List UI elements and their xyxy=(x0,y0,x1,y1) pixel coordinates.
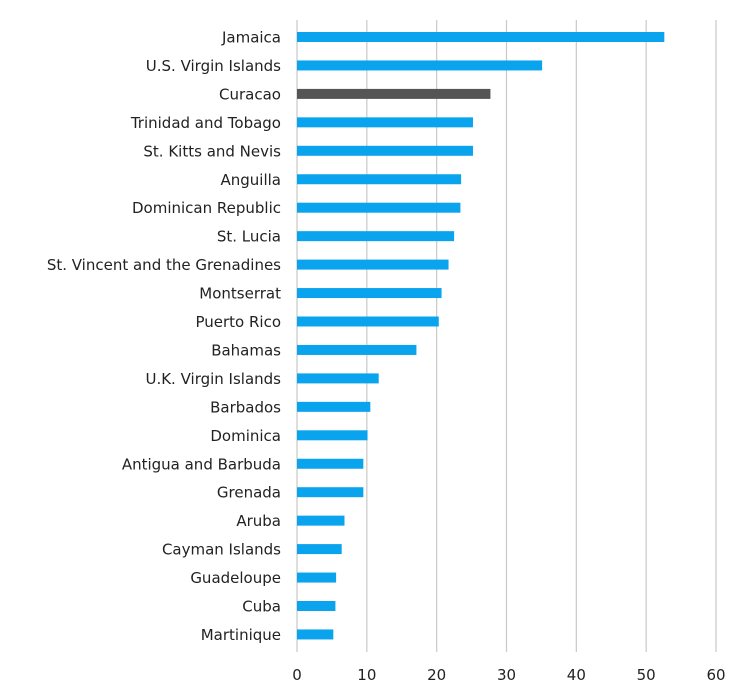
x-tick-label-30: 30 xyxy=(497,666,516,684)
bar-dominican-republic xyxy=(297,202,461,213)
bar-st-vincent-and-the-grenadines xyxy=(297,259,449,270)
bar-martinique xyxy=(297,629,334,640)
bar-anguilla xyxy=(297,174,462,185)
x-tick-label-60: 60 xyxy=(706,666,725,684)
category-label-dominica: Dominica xyxy=(210,427,281,445)
category-label-st-kitts-and-nevis: St. Kitts and Nevis xyxy=(143,142,281,160)
bar-trinidad-and-tobago xyxy=(297,117,473,128)
category-label-barbados: Barbados xyxy=(210,398,281,416)
category-label-puerto-rico: Puerto Rico xyxy=(195,313,281,331)
bars xyxy=(297,32,665,640)
category-label-cuba: Cuba xyxy=(242,598,281,616)
bar-puerto-rico xyxy=(297,316,439,327)
bar-u-s-virgin-islands xyxy=(297,60,543,71)
category-label-u-k-virgin-islands: U.K. Virgin Islands xyxy=(145,370,281,388)
category-label-st-lucia: St. Lucia xyxy=(217,228,281,246)
category-label-antigua-and-barbuda: Antigua and Barbuda xyxy=(122,455,281,473)
bar-cayman-islands xyxy=(297,544,342,555)
bar-guadeloupe xyxy=(297,572,337,583)
gridlines xyxy=(296,20,717,652)
category-label-guadeloupe: Guadeloupe xyxy=(190,569,281,587)
category-label-martinique: Martinique xyxy=(201,626,281,644)
bar-curacao xyxy=(297,88,491,99)
x-tick-label-0: 0 xyxy=(292,666,302,684)
category-label-curacao: Curacao xyxy=(219,85,281,103)
category-label-montserrat: Montserrat xyxy=(199,285,281,303)
x-tick-label-50: 50 xyxy=(637,666,656,684)
bar-barbados xyxy=(297,401,371,412)
category-label-st-vincent-and-the-grenadines: St. Vincent and the Grenadines xyxy=(47,256,281,274)
x-tick-label-10: 10 xyxy=(357,666,376,684)
category-label-u-s-virgin-islands: U.S. Virgin Islands xyxy=(146,57,281,75)
bar-bahamas xyxy=(297,344,417,355)
bar-cuba xyxy=(297,601,336,611)
category-label-bahamas: Bahamas xyxy=(211,341,281,359)
bar-grenada xyxy=(297,487,364,498)
category-label-anguilla: Anguilla xyxy=(221,171,282,189)
bar-jamaica xyxy=(297,32,665,42)
category-label-dominican-republic: Dominican Republic xyxy=(132,199,281,217)
category-label-cayman-islands: Cayman Islands xyxy=(162,541,281,559)
category-label-aruba: Aruba xyxy=(236,512,281,530)
bar-st-kitts-and-nevis xyxy=(297,145,473,156)
category-label-jamaica: Jamaica xyxy=(221,29,281,47)
category-labels: Jamaica U.S. Virgin Islands Curacao Trinida… xyxy=(47,29,281,644)
bar-dominica xyxy=(297,430,368,441)
bar-st-lucia xyxy=(297,231,455,242)
x-tick-label-40: 40 xyxy=(567,666,586,684)
x-tick-labels: 0 10 20 30 40 50 60 xyxy=(292,666,725,684)
bar-u-k-virgin-islands xyxy=(297,373,379,384)
bar-aruba xyxy=(297,515,345,526)
bar-antigua-and-barbuda xyxy=(297,458,364,469)
category-label-grenada: Grenada xyxy=(217,484,281,502)
x-tick-label-20: 20 xyxy=(427,666,446,684)
bar-montserrat xyxy=(297,288,442,299)
category-label-trinidad-and-tobago: Trinidad and Tobago xyxy=(130,114,281,132)
